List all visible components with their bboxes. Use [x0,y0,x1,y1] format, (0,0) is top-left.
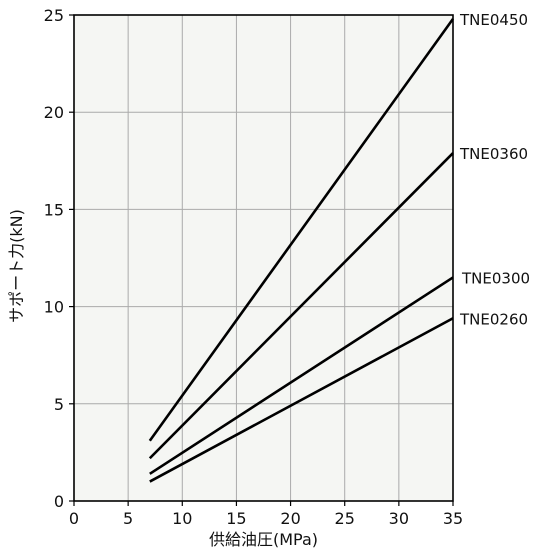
series-label-tne0450: TNE0450 [459,11,528,29]
series-line-tne0360 [148,152,454,460]
series-line-tne0260 [149,317,454,483]
series-label-tne0300: TNE0300 [461,269,530,287]
y-axis-ticks: 0 5 10 15 20 25 [44,6,74,511]
x-tick-label: 35 [443,509,463,528]
y-tick-label: 10 [44,298,64,317]
series-labels: TNE0450 TNE0360 TNE0300 TNE0260 [459,11,530,328]
series-line-tne0450 [148,18,455,442]
series-line-tne0300 [149,276,454,475]
plot-area [74,15,453,501]
series-lines [148,18,455,483]
y-tick-label: 5 [54,395,64,414]
plot-frame [73,14,454,502]
x-tick-label: 15 [226,509,246,528]
x-tick-label: 25 [335,509,355,528]
series-label-tne0360: TNE0360 [459,145,528,163]
x-tick-label: 20 [280,509,300,528]
x-tick-label: 10 [172,509,192,528]
x-axis-ticks: 0 5 10 15 20 25 30 35 [69,501,463,528]
y-tick-label: 25 [44,6,64,25]
y-tick-label: 20 [44,103,64,122]
x-tick-label: 5 [123,509,133,528]
x-tick-label: 30 [389,509,409,528]
y-axis-title: サポート力(kN) [7,209,26,323]
x-axis-title: 供給油圧(MPa) [209,530,318,549]
series-label-tne0260: TNE0260 [459,310,528,328]
y-tick-label: 15 [44,200,64,219]
y-tick-label: 0 [54,492,64,511]
x-tick-label: 0 [69,509,79,528]
